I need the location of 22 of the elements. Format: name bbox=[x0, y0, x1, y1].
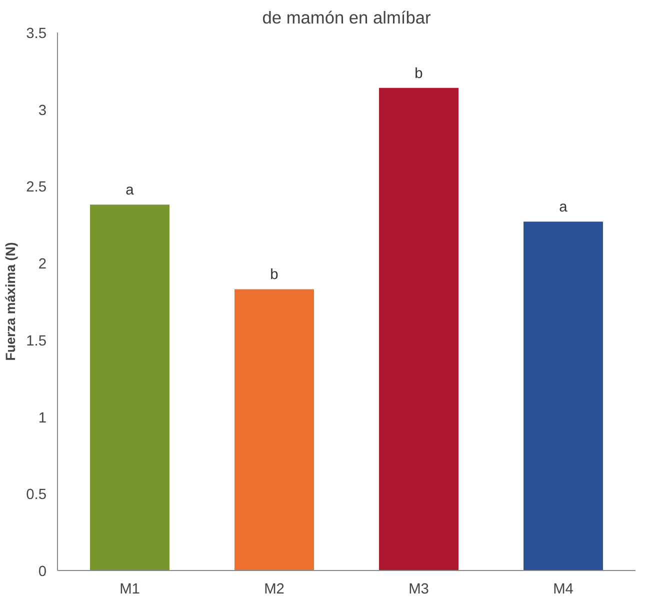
bar bbox=[379, 88, 458, 570]
annotation: b bbox=[270, 267, 278, 284]
x-tick-label: M4 bbox=[553, 582, 574, 598]
x-tick-label: M1 bbox=[120, 582, 140, 598]
annotation: a bbox=[559, 200, 568, 216]
bar bbox=[234, 289, 314, 570]
chart-title: de mamón en almíbar bbox=[262, 8, 432, 28]
y-tick-label: 2.5 bbox=[26, 180, 46, 196]
bar bbox=[524, 222, 603, 570]
y-tick-label: 1 bbox=[38, 410, 47, 426]
bar bbox=[90, 204, 170, 570]
y-tick-label: 3.5 bbox=[26, 26, 46, 42]
y-tick-label: 0.5 bbox=[26, 487, 46, 504]
annotation: b bbox=[414, 66, 423, 82]
y-tick-label: 0 bbox=[38, 564, 47, 580]
annotation: a bbox=[126, 182, 135, 199]
y-tick-label: 2 bbox=[38, 256, 47, 273]
y-tick-label: 3 bbox=[38, 102, 47, 119]
y-tick-label: 1.5 bbox=[26, 333, 46, 350]
y-axis-title: Fuerza máxima (N) bbox=[3, 242, 18, 361]
x-tick-label: M3 bbox=[408, 582, 429, 598]
x-tick-label: M2 bbox=[264, 582, 284, 598]
